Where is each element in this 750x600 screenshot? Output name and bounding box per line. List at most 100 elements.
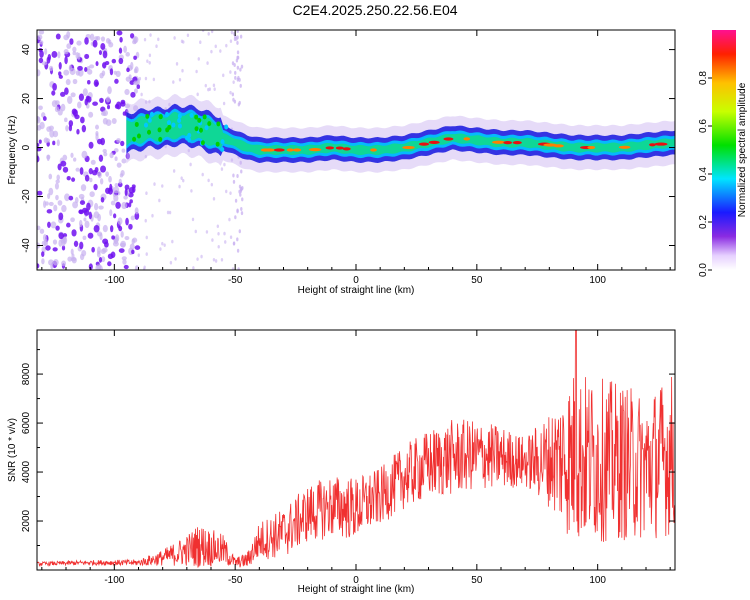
noise-speckle: [123, 195, 128, 200]
ridge-blob: [149, 111, 154, 117]
noise-speckle: [72, 46, 77, 53]
noise-speckle: [55, 194, 59, 201]
noise-speckle: [194, 229, 197, 234]
snr-ticks: -100 -50 0 50 100 2000 4000 6000 8000: [21, 330, 675, 586]
noise-speckle: [98, 154, 104, 162]
noise-speckle: [206, 61, 209, 65]
noise-speckle: [131, 238, 136, 245]
noise-speckle: [229, 90, 232, 95]
noise-speckle: [99, 178, 104, 185]
noise-speckle: [217, 244, 220, 249]
noise-speckle: [222, 73, 225, 78]
noise-speckle: [207, 178, 210, 183]
noise-speckle: [90, 159, 96, 165]
noise-speckle: [164, 144, 167, 149]
noise-speckle: [220, 257, 224, 262]
spectrogram-panel: -100 -50 0 50 100 -40 -20 0 20 40 Height of strai…: [7, 29, 676, 296]
noise-speckle: [66, 43, 72, 49]
noise-speckle: [66, 222, 71, 228]
noise-speckle: [182, 40, 185, 44]
noise-speckle: [126, 67, 130, 73]
noise-speckle: [51, 100, 58, 108]
ridge-blob: [177, 113, 182, 119]
noise-stripe-speckle: [236, 55, 239, 60]
noise-stripe-speckle: [236, 35, 239, 40]
noise-speckle: [224, 240, 227, 244]
noise-speckle: [84, 66, 88, 73]
noise-speckle: [37, 190, 43, 196]
noise-stripe-speckle: [232, 179, 236, 184]
noise-speckle: [84, 220, 90, 229]
x-tick-label: 50: [471, 275, 483, 286]
noise-speckle: [161, 184, 164, 188]
noise-speckle: [97, 231, 103, 237]
noise-stripe-speckle: [239, 192, 242, 197]
noise-stripe-speckle: [239, 67, 242, 72]
noise-speckle: [79, 200, 86, 205]
noise-speckle: [134, 207, 139, 215]
ridge-blob: [220, 146, 225, 152]
noise-speckle: [130, 61, 134, 70]
noise-speckle: [100, 196, 105, 203]
noise-speckle: [108, 175, 112, 183]
noise-speckle: [113, 186, 120, 194]
noise-speckle: [111, 235, 115, 240]
noise-speckle: [38, 105, 43, 111]
noise-speckle: [63, 69, 70, 76]
noise-speckle: [88, 263, 93, 270]
noise-speckle: [105, 119, 112, 126]
noise-speckle: [97, 171, 102, 179]
noise-speckle: [37, 69, 41, 77]
noise-speckle: [62, 166, 69, 173]
noise-speckle: [146, 59, 149, 63]
noise-speckle: [153, 182, 156, 186]
noise-speckle: [145, 235, 148, 240]
noise-speckle: [148, 99, 151, 104]
noise-speckle: [43, 200, 47, 208]
noise-speckle: [111, 58, 117, 64]
ridge-blob: [132, 136, 137, 142]
noise-speckle: [70, 152, 74, 158]
noise-speckle: [89, 64, 95, 69]
noise-speckle: [96, 250, 101, 258]
ridge-peak: [553, 144, 564, 148]
noise-stripe-speckle: [239, 34, 243, 39]
noise-speckle: [93, 224, 100, 233]
noise-speckle: [107, 261, 112, 267]
noise-speckle: [55, 33, 61, 40]
noise-speckle: [229, 191, 232, 195]
noise-speckle: [58, 232, 64, 240]
noise-speckle: [148, 53, 152, 58]
ridge-peak: [463, 137, 471, 141]
noise-speckle: [77, 68, 84, 77]
noise-stripe-speckle: [241, 197, 244, 202]
noise-speckle: [124, 103, 131, 109]
y-tick-label: -40: [21, 238, 32, 253]
noise-speckle: [214, 44, 217, 49]
noise-speckle: [50, 221, 57, 229]
noise-speckle: [229, 70, 232, 74]
noise-speckle: [95, 124, 99, 130]
noise-speckle: [212, 83, 216, 88]
noise-stripe-speckle: [238, 189, 241, 194]
noise-speckle: [67, 256, 73, 262]
noise-speckle: [56, 139, 60, 147]
noise-speckle: [45, 201, 49, 206]
noise-speckle: [229, 39, 233, 43]
noise-speckle: [94, 166, 99, 173]
ridge-peak: [292, 148, 302, 152]
ridge-halo-band: [126, 111, 675, 156]
noise-speckle: [84, 37, 89, 45]
noise-speckle: [211, 238, 214, 242]
noise-speckle: [117, 182, 123, 188]
noise-speckle: [78, 209, 83, 214]
noise-speckle: [120, 240, 127, 248]
noise-speckle: [68, 120, 74, 127]
colorbar-tick-label: 0.6: [698, 119, 709, 133]
ridge-peak: [370, 148, 377, 152]
noise-stripe-speckle: [236, 174, 239, 179]
noise-speckle: [81, 124, 87, 133]
noise-speckle: [82, 88, 88, 96]
noise-speckle: [63, 48, 69, 55]
noise-speckle: [195, 69, 198, 74]
